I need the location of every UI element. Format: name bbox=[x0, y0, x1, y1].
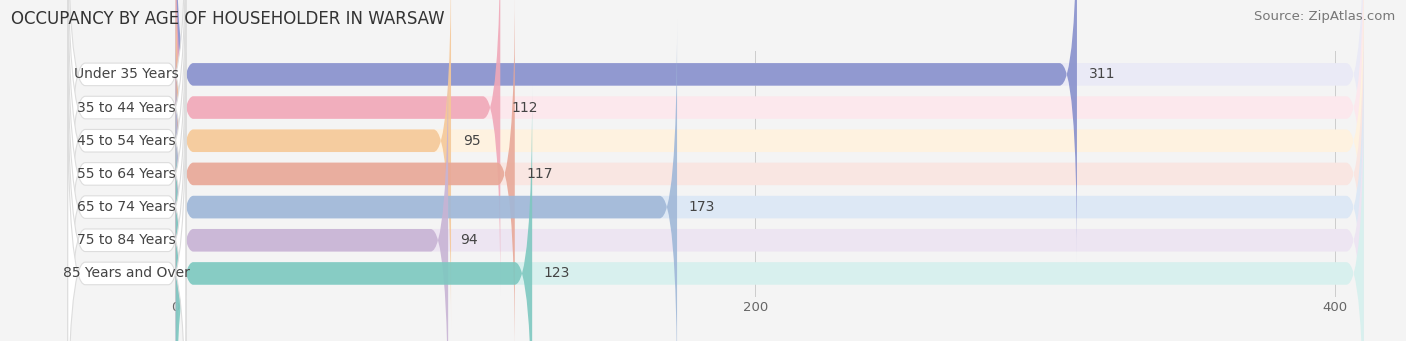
Text: 65 to 74 Years: 65 to 74 Years bbox=[77, 200, 176, 214]
FancyBboxPatch shape bbox=[67, 86, 186, 341]
Text: OCCUPANCY BY AGE OF HOUSEHOLDER IN WARSAW: OCCUPANCY BY AGE OF HOUSEHOLDER IN WARSA… bbox=[11, 10, 444, 28]
Text: 117: 117 bbox=[526, 167, 553, 181]
Text: 75 to 84 Years: 75 to 84 Years bbox=[77, 233, 176, 247]
FancyBboxPatch shape bbox=[67, 0, 186, 295]
FancyBboxPatch shape bbox=[176, 19, 1364, 341]
Text: 123: 123 bbox=[544, 266, 571, 280]
FancyBboxPatch shape bbox=[67, 0, 186, 328]
Text: Under 35 Years: Under 35 Years bbox=[75, 68, 179, 81]
FancyBboxPatch shape bbox=[176, 53, 1364, 341]
FancyBboxPatch shape bbox=[176, 0, 451, 328]
Text: 55 to 64 Years: 55 to 64 Years bbox=[77, 167, 176, 181]
Text: 311: 311 bbox=[1088, 68, 1115, 81]
Text: Source: ZipAtlas.com: Source: ZipAtlas.com bbox=[1254, 10, 1395, 23]
FancyBboxPatch shape bbox=[67, 19, 186, 341]
FancyBboxPatch shape bbox=[67, 0, 186, 262]
FancyBboxPatch shape bbox=[176, 0, 1364, 328]
FancyBboxPatch shape bbox=[176, 0, 515, 341]
Text: 35 to 44 Years: 35 to 44 Years bbox=[77, 101, 176, 115]
FancyBboxPatch shape bbox=[67, 0, 186, 341]
Text: 173: 173 bbox=[689, 200, 716, 214]
FancyBboxPatch shape bbox=[67, 53, 186, 341]
Text: 94: 94 bbox=[460, 233, 478, 247]
Text: 112: 112 bbox=[512, 101, 538, 115]
FancyBboxPatch shape bbox=[176, 86, 533, 341]
FancyBboxPatch shape bbox=[176, 0, 1364, 262]
FancyBboxPatch shape bbox=[176, 86, 1364, 341]
FancyBboxPatch shape bbox=[176, 0, 1364, 341]
Text: 95: 95 bbox=[463, 134, 481, 148]
Text: 45 to 54 Years: 45 to 54 Years bbox=[77, 134, 176, 148]
Text: 85 Years and Over: 85 Years and Over bbox=[63, 266, 190, 280]
FancyBboxPatch shape bbox=[176, 53, 449, 341]
FancyBboxPatch shape bbox=[176, 19, 678, 341]
FancyBboxPatch shape bbox=[176, 0, 1364, 295]
FancyBboxPatch shape bbox=[176, 0, 501, 295]
FancyBboxPatch shape bbox=[176, 0, 1077, 262]
